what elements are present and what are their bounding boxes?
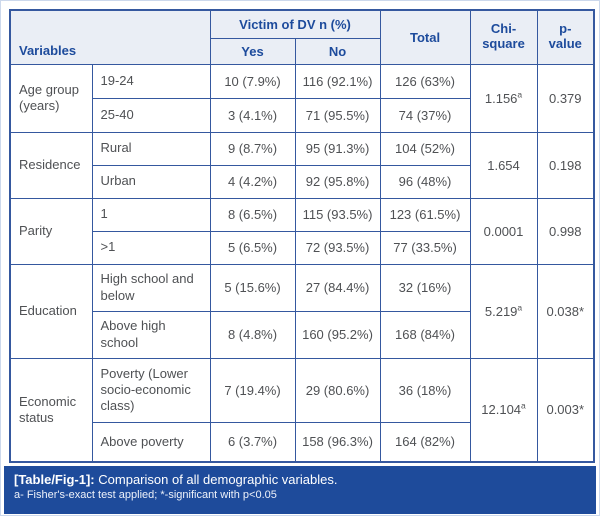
header-yes: Yes: [209, 37, 296, 65]
p-value-cell: 0.198: [536, 131, 595, 199]
header-total: Total: [379, 9, 471, 65]
header-victim-dv: Victim of DV n (%): [209, 9, 381, 39]
chi-square-cell: 1.156a: [469, 63, 538, 133]
chi-square-value: 1.654: [487, 157, 520, 173]
total-cell: 168 (84%): [379, 310, 471, 359]
total-cell: 32 (16%): [379, 263, 471, 312]
no-cell: 158 (96.3%): [294, 421, 381, 463]
caption-title: Comparison of all demographic variables.: [98, 472, 338, 487]
caption-footnote: a- Fisher's-exact test applied; *-signif…: [14, 489, 277, 502]
caption-label: [Table/Fig-1]:: [14, 472, 95, 487]
no-cell: 95 (91.3%): [294, 131, 381, 166]
chi-square-cell: 5.219a: [469, 263, 538, 359]
header-chi-square-line2: square: [482, 36, 525, 52]
no-cell: 116 (92.1%): [294, 63, 381, 99]
demographics-table: Variables Victim of DV n (%) Total Chi- …: [9, 9, 596, 463]
table-row: Parity 1 8 (6.5%) 115 (93.5%) 123 (61.5%…: [9, 197, 595, 265]
total-cell: 96 (48%): [379, 164, 471, 199]
table-row: Above poverty 6 (3.7%) 158 (96.3%) 164 (…: [10, 421, 594, 463]
yes-cell: 5 (15.6%): [209, 263, 296, 312]
no-cell: 27 (84.4%): [294, 263, 381, 312]
variable-residence: Residence: [9, 131, 93, 199]
chi-square-superscript: a: [521, 400, 526, 411]
category-cell: 1: [91, 197, 211, 232]
total-cell: 36 (18%): [379, 357, 471, 423]
yes-cell: 5 (6.5%): [209, 230, 296, 265]
total-cell: 104 (52%): [379, 131, 471, 166]
total-cell: 123 (61.5%): [379, 197, 471, 232]
total-cell: 164 (82%): [379, 421, 471, 463]
table-row: Residence Rural 9 (8.7%) 95 (91.3%) 104 …: [9, 131, 595, 199]
category-cell: High school and below: [91, 263, 211, 312]
header-p-value: p- value: [536, 9, 595, 65]
table-row: Education High school and below 5 (15.6%…: [9, 263, 595, 359]
total-cell: 77 (33.5%): [379, 230, 471, 265]
no-cell: 71 (95.5%): [294, 97, 381, 133]
yes-cell: 3 (4.1%): [209, 97, 296, 133]
total-cell: 126 (63%): [379, 63, 471, 99]
no-cell: 115 (93.5%): [294, 197, 381, 232]
no-cell: 29 (80.6%): [294, 357, 381, 423]
yes-cell: 8 (4.8%): [209, 310, 296, 359]
category-cell: Above high school: [91, 310, 211, 359]
p-value-cell: 0.998: [536, 197, 595, 265]
p-value-cell: 0.003*: [536, 357, 595, 463]
chi-square-value: 0.0001: [483, 223, 524, 239]
no-cell: 160 (95.2%): [294, 310, 381, 359]
chi-square-value: 1.156: [484, 90, 518, 106]
caption-line: [Table/Fig-1]: Comparison of all demogra…: [14, 472, 586, 488]
table-row: Age group (years) 19-24 10 (7.9%) 116 (9…: [9, 63, 595, 133]
header-p-value-line1: p-: [559, 21, 572, 37]
table-caption: [Table/Fig-1]: Comparison of all demogra…: [4, 466, 596, 514]
yes-cell: 9 (8.7%): [209, 131, 296, 166]
variable-economic-status: Economic status: [9, 357, 93, 463]
category-cell: 19-24: [91, 63, 211, 99]
header-chi-square-line1: Chi-: [490, 21, 517, 37]
table-row: >1 5 (6.5%) 72 (93.5%) 77 (33.5%): [10, 230, 594, 265]
chi-square-value: 12.104: [481, 402, 522, 418]
table-row: Urban 4 (4.2%) 92 (95.8%) 96 (48%): [10, 164, 594, 199]
header-variables: Variables: [9, 9, 211, 65]
category-cell: Urban: [91, 164, 211, 199]
category-cell: >1: [91, 230, 211, 265]
total-cell: 74 (37%): [379, 97, 471, 133]
chi-square-cell: 1.654: [469, 131, 538, 199]
category-cell: 25-40: [91, 97, 211, 133]
variable-education: Education: [9, 263, 93, 359]
variable-parity: Parity: [9, 197, 93, 265]
chi-square-superscript: a: [517, 89, 523, 100]
yes-cell: 10 (7.9%): [209, 63, 296, 99]
category-cell: Above poverty: [91, 421, 211, 463]
chi-square-superscript: a: [517, 302, 523, 313]
p-value-cell: 0.379: [536, 63, 595, 133]
table-row: Above high school 8 (4.8%) 160 (95.2%) 1…: [10, 310, 594, 359]
header-chi-square: Chi- square: [469, 9, 538, 65]
table-row: Economic status Poverty (Lower socio-eco…: [9, 357, 595, 463]
header-no: No: [294, 37, 381, 65]
yes-cell: 6 (3.7%): [209, 421, 296, 463]
no-cell: 92 (95.8%): [294, 164, 381, 199]
table-row: 25-40 3 (4.1%) 71 (95.5%) 74 (37%): [10, 97, 594, 133]
chi-square-cell: 0.0001: [469, 197, 538, 265]
p-value-cell: 0.038*: [536, 263, 595, 359]
variable-age-group: Age group (years): [9, 63, 93, 133]
category-cell: Poverty (Lower socio-economic class): [91, 357, 211, 423]
category-cell: Rural: [91, 131, 211, 166]
no-cell: 72 (93.5%): [294, 230, 381, 265]
yes-cell: 4 (4.2%): [209, 164, 296, 199]
chi-square-value: 5.219: [484, 303, 518, 319]
yes-cell: 7 (19.4%): [209, 357, 296, 423]
yes-cell: 8 (6.5%): [209, 197, 296, 232]
chi-square-cell: 12.104a: [469, 357, 538, 463]
header-p-value-line2: value: [548, 36, 582, 52]
